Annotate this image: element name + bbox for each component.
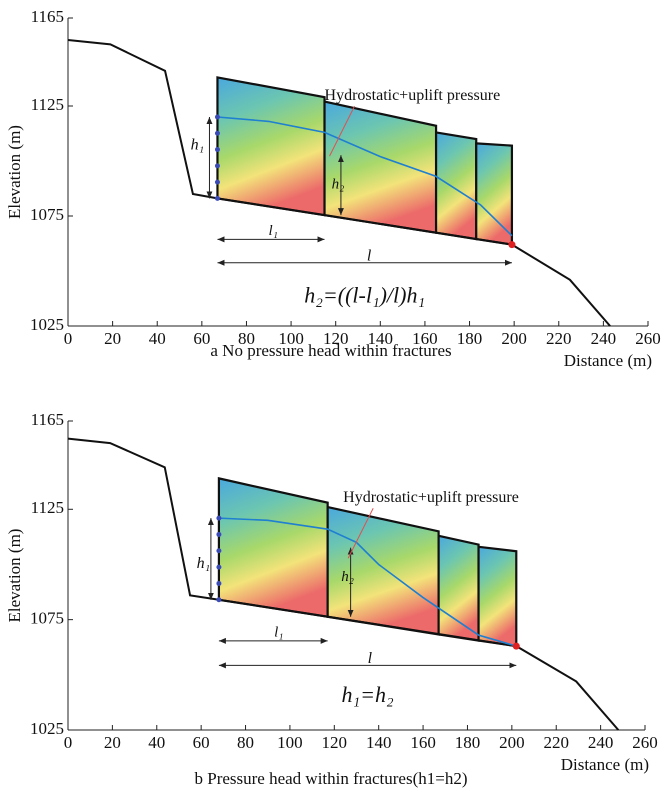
x-tick-label: 140 bbox=[366, 733, 392, 752]
pointer bbox=[329, 105, 355, 157]
boundary-node bbox=[216, 531, 222, 537]
y-tick-label: 1025 bbox=[30, 315, 64, 334]
boundary-node bbox=[216, 597, 222, 603]
boundary-node bbox=[216, 515, 222, 521]
x-tick-label: 120 bbox=[323, 329, 349, 348]
x-tick-label: 80 bbox=[237, 733, 254, 752]
y-axis-title: Elevation (m) bbox=[5, 529, 24, 623]
x-tick-label: 180 bbox=[457, 329, 483, 348]
x-tick-label: 160 bbox=[412, 329, 438, 348]
y-axis-title: Elevation (m) bbox=[5, 125, 24, 219]
x-tick-label: 160 bbox=[410, 733, 436, 752]
annotation: h₁ bbox=[191, 136, 205, 153]
annotation: Hydrostatic+uplift pressure bbox=[325, 87, 501, 104]
x-tick-label: 240 bbox=[588, 733, 614, 752]
x-tick-label: 180 bbox=[455, 733, 481, 752]
annotation: h₂=((l-l₁)/l)h₁ bbox=[304, 282, 425, 307]
slope-profile bbox=[67, 437, 620, 731]
annotation: l₁ bbox=[274, 624, 283, 640]
x-tick-label: 0 bbox=[64, 733, 73, 752]
rock-block bbox=[217, 477, 329, 619]
x-tick-label: 40 bbox=[149, 329, 166, 348]
caption: a No pressure head within fractures bbox=[210, 341, 451, 360]
x-tick-label: 200 bbox=[501, 329, 527, 348]
x-tick-label: 240 bbox=[591, 329, 617, 348]
pointer bbox=[347, 508, 374, 559]
x-axis-title: Distance (m) bbox=[561, 755, 649, 774]
boundary-node bbox=[216, 548, 222, 554]
x-tick-label: 20 bbox=[104, 733, 121, 752]
annotation: h₂ bbox=[332, 177, 345, 193]
rock-block bbox=[434, 131, 478, 241]
annotation: l₁ bbox=[269, 223, 278, 239]
boundary-node bbox=[214, 114, 220, 120]
y-tick-label: 1125 bbox=[31, 498, 64, 517]
annotation: Hydrostatic+uplift pressure bbox=[343, 489, 519, 506]
water-table bbox=[218, 517, 517, 647]
x-tick-label: 20 bbox=[104, 329, 121, 348]
rock-block bbox=[477, 545, 518, 648]
toe-point bbox=[512, 642, 520, 650]
boundary-node bbox=[214, 195, 220, 201]
x-tick-label: 60 bbox=[193, 329, 210, 348]
x-tick-label: 80 bbox=[238, 329, 255, 348]
x-tick-label: 0 bbox=[64, 329, 73, 348]
rock-block bbox=[216, 76, 326, 217]
x-tick-label: 100 bbox=[277, 733, 303, 752]
y-tick-label: 1075 bbox=[30, 609, 64, 628]
x-tick-label: 200 bbox=[499, 733, 525, 752]
x-tick-label: 60 bbox=[193, 733, 210, 752]
y-tick-label: 1125 bbox=[31, 95, 64, 114]
boundary-node bbox=[214, 179, 220, 185]
annotation: h₁=h₂ bbox=[342, 682, 394, 707]
x-tick-label: 260 bbox=[632, 733, 658, 752]
caption: b Pressure head within fractures(h1=h2) bbox=[194, 769, 467, 788]
toe-point bbox=[508, 241, 516, 249]
boundary-node bbox=[214, 147, 220, 153]
slope-profile bbox=[67, 39, 611, 327]
x-tick-label: 140 bbox=[368, 329, 394, 348]
x-axis-title: Distance (m) bbox=[564, 351, 652, 370]
x-tick-label: 40 bbox=[148, 733, 165, 752]
annotation: l bbox=[367, 247, 372, 264]
x-tick-label: 100 bbox=[278, 329, 304, 348]
boundary-node bbox=[216, 580, 222, 586]
water-table bbox=[217, 116, 513, 237]
annotation: h₁ bbox=[197, 555, 211, 572]
y-tick-label: 1075 bbox=[30, 205, 64, 224]
boundary-node bbox=[216, 564, 222, 570]
y-tick-label: 1025 bbox=[30, 719, 64, 738]
annotation: h₂ bbox=[341, 569, 354, 585]
x-tick-label: 220 bbox=[543, 733, 569, 752]
annotation: l bbox=[368, 650, 373, 667]
rock-block bbox=[437, 534, 480, 642]
y-tick-label: 1165 bbox=[31, 410, 64, 429]
x-tick-label: 260 bbox=[635, 329, 661, 348]
boundary-node bbox=[214, 163, 220, 169]
boundary-node bbox=[214, 130, 220, 136]
y-tick-label: 1165 bbox=[31, 7, 64, 26]
x-tick-label: 220 bbox=[546, 329, 572, 348]
x-tick-label: 120 bbox=[322, 733, 348, 752]
